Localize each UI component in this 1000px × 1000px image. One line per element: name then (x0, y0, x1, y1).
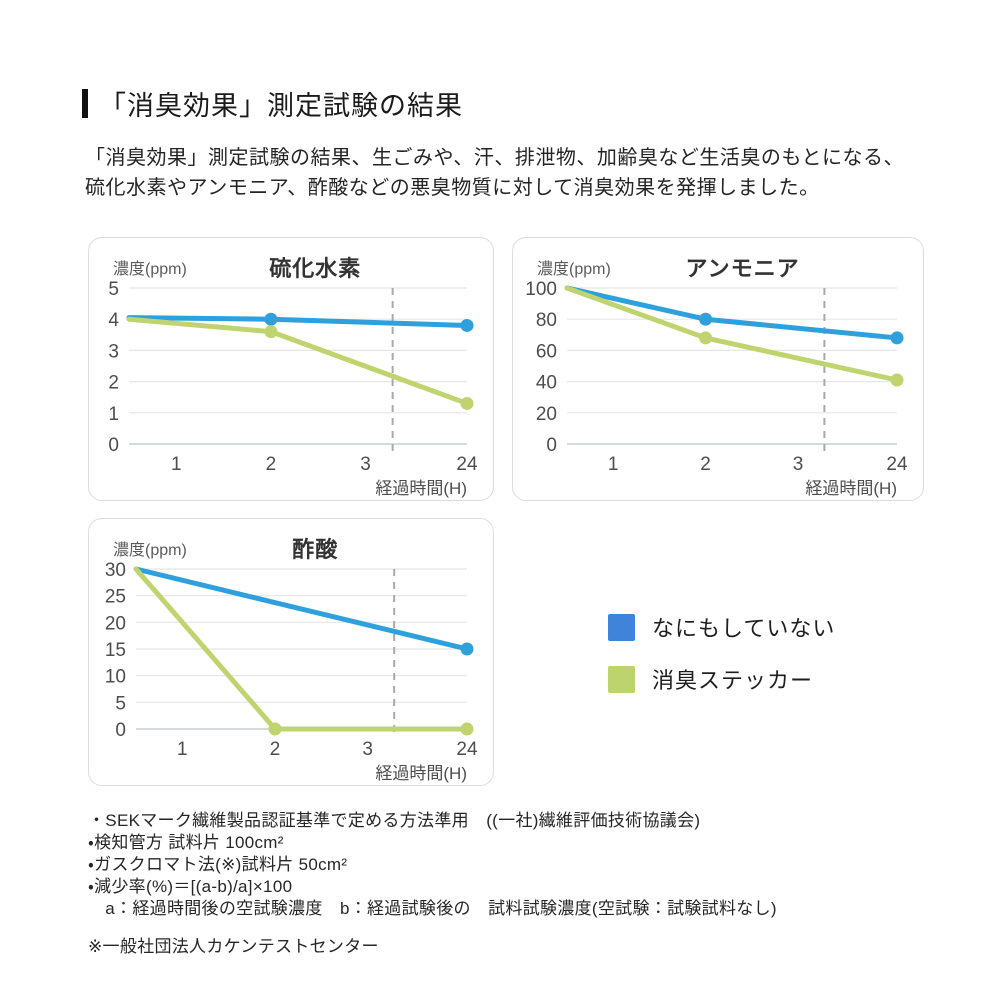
intro-line-2: 硫化水素やアンモニア、酢酸などの悪臭物質に対して消臭効果を発揮しました。 (85, 177, 820, 199)
footnote-item: ・ガスクロマト法(※)試料片 50cm² (88, 855, 348, 874)
footnote-item: ・減少率(%)＝[(a-b)/a]×100 (88, 877, 293, 896)
svg-text:40: 40 (536, 373, 557, 394)
footnote-item: a：経過時間後の空試験濃度 b：経過試験後の 試料試験濃度(空試験：試験試料なし… (88, 899, 777, 918)
legend-item-untreated: なにもしていない (608, 611, 835, 643)
title-accent-bar (82, 89, 88, 118)
footnotes-list: ・SEKマーク繊維製品認証基準で定める方法準用 ((一社)繊維評価技術協議会) … (88, 810, 777, 920)
svg-text:酢酸: 酢酸 (292, 537, 338, 562)
legend-label-sticker: 消臭ステッカー (652, 668, 814, 693)
svg-text:濃度(ppm): 濃度(ppm) (113, 541, 187, 559)
svg-text:20: 20 (105, 613, 126, 634)
svg-text:経過時間(H): 経過時間(H) (375, 479, 467, 498)
intro-line-1: 「消臭効果」測定試験の結果、生ごみや、汗、排泄物、加齢臭など生活臭のもとになる、 (85, 147, 904, 169)
footnote-item: ・検知管方 試料片 100cm² (88, 833, 284, 852)
legend-item-sticker: 消臭ステッカー (608, 663, 835, 695)
svg-text:80: 80 (536, 310, 557, 331)
svg-text:濃度(ppm): 濃度(ppm) (113, 260, 187, 278)
svg-text:10: 10 (105, 667, 126, 688)
ammonia-line-chart: 100 80 60 40 20 0 1 2 3 24 経過時間(H) 濃度(ppm) アンモニア (513, 238, 923, 500)
intro-text: 「消臭効果」測定試験の結果、生ごみや、汗、排泄物、加齢臭など生活臭のもとになる、… (85, 143, 904, 203)
svg-text:5: 5 (108, 279, 119, 300)
svg-text:濃度(ppm): 濃度(ppm) (537, 260, 611, 278)
hydrogen-sulfide-line-chart: 5 4 3 2 1 0 1 2 3 24 経過時間(H) 濃度(ppm) 硫化水素 (89, 238, 493, 500)
page-heading: 「消臭効果」測定試験の結果 (82, 84, 463, 123)
svg-text:1: 1 (177, 739, 188, 760)
chart-panel-acetic-acid: 30 25 20 15 10 5 0 1 2 3 24 経過時間(H) 濃度(ppm) 酢酸 (88, 518, 494, 786)
svg-text:2: 2 (266, 454, 277, 475)
svg-text:15: 15 (105, 640, 126, 661)
svg-text:硫化水素: 硫化水素 (269, 256, 361, 281)
svg-text:2: 2 (700, 454, 711, 475)
svg-text:20: 20 (536, 404, 557, 425)
svg-text:2: 2 (108, 373, 119, 394)
chart-panel-hydrogen-sulfide: 5 4 3 2 1 0 1 2 3 24 経過時間(H) 濃度(ppm) 硫化水素 (88, 237, 494, 501)
svg-text:24: 24 (456, 739, 478, 760)
svg-text:0: 0 (108, 435, 119, 456)
legend-label-untreated: なにもしていない (652, 616, 836, 641)
svg-text:0: 0 (115, 720, 126, 741)
svg-text:3: 3 (362, 739, 373, 760)
acetic-acid-line-chart: 30 25 20 15 10 5 0 1 2 3 24 経過時間(H) 濃度(ppm) 酢酸 (89, 519, 493, 785)
line-chart-svg: 30 25 20 15 10 5 0 1 2 3 24 経過時間(H) 濃度(ppm) 酢酸 (105, 537, 478, 783)
page-title: 「消臭効果」測定試験の結果 (99, 91, 463, 121)
line-chart-svg: 100 80 60 40 20 0 1 2 3 24 経過時間(H) 濃度(ppm) アンモニア (525, 256, 908, 498)
svg-text:アンモニア: アンモニア (686, 256, 800, 281)
svg-text:1: 1 (108, 404, 119, 425)
svg-text:経過時間(H): 経過時間(H) (375, 764, 467, 783)
chart-legend: なにもしていない 消臭ステッカー (608, 611, 835, 715)
svg-text:30: 30 (105, 560, 126, 581)
svg-text:3: 3 (108, 341, 119, 362)
svg-text:2: 2 (270, 739, 281, 760)
svg-text:25: 25 (105, 587, 126, 608)
green-swatch-icon (608, 665, 635, 693)
footnote-item: ・SEKマーク繊維製品認証基準で定める方法準用 ((一社)繊維評価技術協議会) (88, 811, 701, 830)
svg-text:24: 24 (886, 454, 908, 475)
svg-text:経過時間(H): 経過時間(H) (805, 479, 897, 498)
blue-swatch-icon (608, 613, 635, 641)
svg-text:4: 4 (108, 310, 119, 331)
test-center-note: ※一般社団法人カケンテストセンター (88, 937, 379, 956)
line-chart-svg: 5 4 3 2 1 0 1 2 3 24 経過時間(H) 濃度(ppm) 硫化水素 (108, 256, 478, 498)
svg-text:1: 1 (608, 454, 619, 475)
svg-text:1: 1 (171, 454, 182, 475)
svg-text:60: 60 (536, 341, 557, 362)
svg-text:100: 100 (525, 279, 557, 300)
svg-text:5: 5 (115, 693, 126, 714)
svg-text:24: 24 (456, 454, 478, 475)
svg-text:3: 3 (360, 454, 371, 475)
chart-panel-ammonia: 100 80 60 40 20 0 1 2 3 24 経過時間(H) 濃度(ppm) アンモニア (512, 237, 924, 501)
svg-text:0: 0 (546, 435, 557, 456)
svg-text:3: 3 (793, 454, 804, 475)
